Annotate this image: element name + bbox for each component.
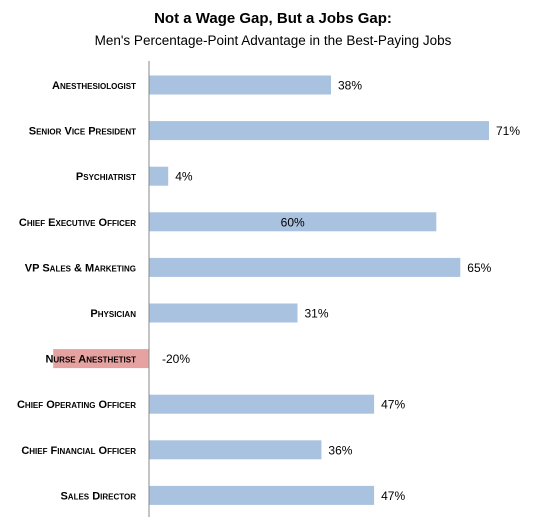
bar-group: Chief Executive Officer 60% <box>19 212 437 232</box>
chart-title: Not a Wage Gap, But a Jobs Gap: <box>154 10 392 27</box>
bar <box>149 303 298 323</box>
bar-group: VP Sales & Marketing 65% <box>25 257 492 277</box>
category-label: VP Sales & Marketing <box>25 262 136 274</box>
category-label: Psychiatrist <box>76 171 136 183</box>
bar-group: Anesthesiologist 38% <box>52 75 362 95</box>
bar <box>149 257 461 277</box>
category-label: Anesthesiologist <box>52 80 136 92</box>
bar <box>149 121 489 141</box>
data-label: 65% <box>467 261 491 275</box>
category-label: Sales Director <box>60 490 136 502</box>
data-label: 47% <box>381 489 405 503</box>
category-label: Chief Financial Officer <box>21 445 136 457</box>
data-label: 31% <box>305 307 329 321</box>
bar <box>149 440 322 460</box>
bar <box>149 75 331 95</box>
bar-group: Physician 31% <box>90 303 329 323</box>
bar <box>149 212 437 232</box>
data-label: -20% <box>162 352 190 366</box>
bar-group: Senior Vice President 71% <box>29 121 520 141</box>
bar-group: Chief Financial Officer 36% <box>21 440 353 460</box>
bar <box>149 485 375 505</box>
category-label: Chief Executive Officer <box>19 217 136 229</box>
category-label: Nurse Anesthetist <box>45 354 136 366</box>
bar <box>53 349 150 369</box>
bar <box>149 166 169 186</box>
bar-group: Nurse Anesthetist -20% <box>45 349 190 369</box>
data-label: 4% <box>175 170 193 184</box>
bar-group: Sales Director 47% <box>60 485 405 505</box>
category-label: Chief Operating Officer <box>17 399 136 411</box>
bar-group: Psychiatrist 4% <box>76 166 193 186</box>
data-label: 47% <box>381 398 405 412</box>
data-label: 71% <box>496 124 520 138</box>
data-label: 60% <box>281 215 305 229</box>
data-label: 38% <box>338 79 362 93</box>
category-label: Physician <box>90 308 136 320</box>
bars-layer: Anesthesiologist 38% Senior Vice President… <box>17 75 520 505</box>
bar-group: Chief Operating Officer 47% <box>17 394 405 414</box>
category-label: Senior Vice President <box>29 126 136 138</box>
data-label: 36% <box>328 443 352 457</box>
bar <box>149 394 375 414</box>
chart-subtitle: Men's Percentage-Point Advantage in the … <box>95 33 452 48</box>
